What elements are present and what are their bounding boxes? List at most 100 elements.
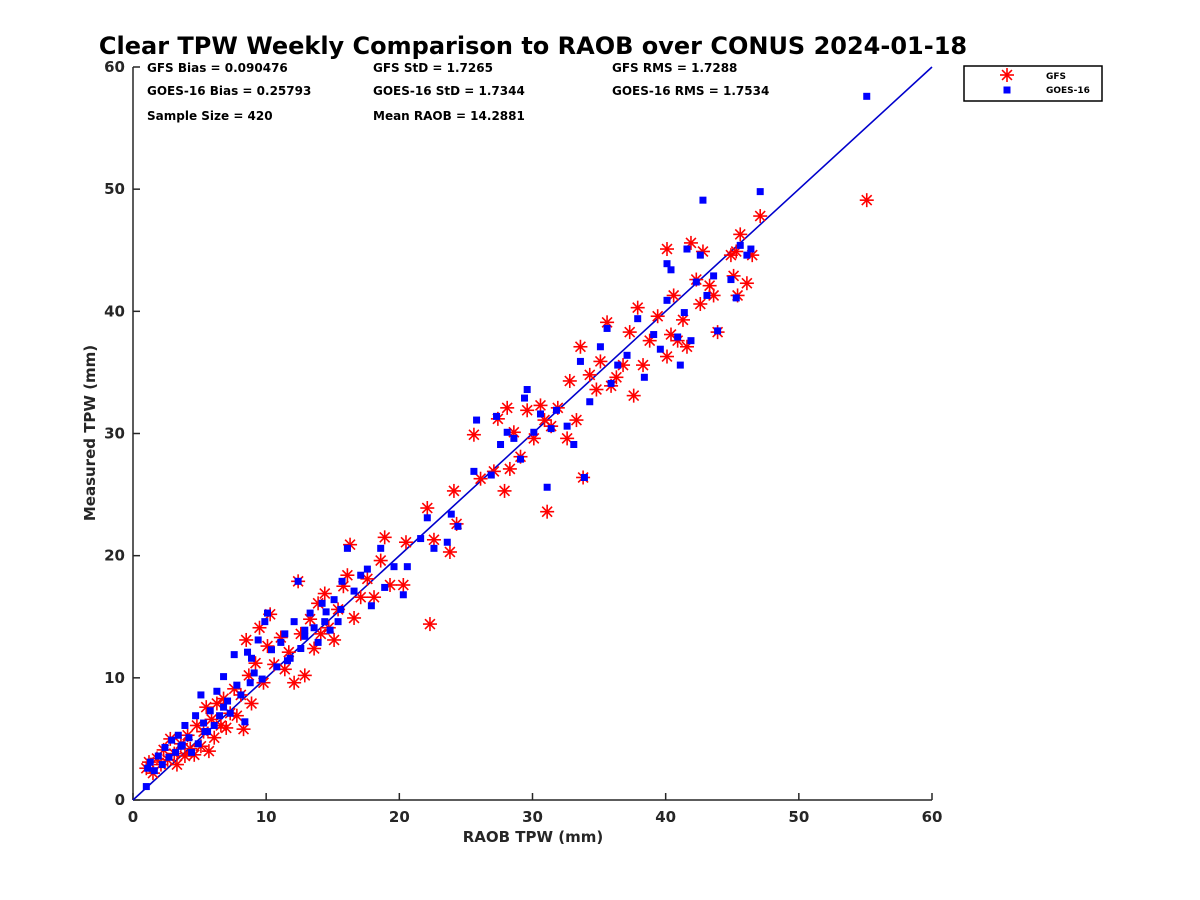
gfs-point <box>426 532 441 547</box>
legend: GFS GOES-16 <box>963 65 1103 102</box>
y-tick-label: 60 <box>104 58 125 76</box>
goes-16-point <box>634 315 642 323</box>
goes-16-point <box>261 618 269 626</box>
goes-16-point <box>258 675 266 683</box>
y-tick-label: 20 <box>104 547 125 565</box>
goes-16-point <box>377 544 385 552</box>
goes-16-point <box>144 764 152 772</box>
legend-gfs-asterisk <box>1000 68 1014 82</box>
goes-16-point <box>210 721 218 729</box>
gfs-point <box>219 720 234 735</box>
goes-16-point <box>650 331 658 339</box>
gfs-point <box>622 325 637 340</box>
legend-goes-16-label: GOES-16 <box>1046 86 1090 96</box>
goes-16-point <box>743 251 751 259</box>
stats-block: GFS Bias = 0.090476 GFS StD = 1.7265 GFS… <box>147 61 769 123</box>
goes-16-point <box>381 583 389 591</box>
goes-16-point <box>213 687 221 695</box>
goes-16-point <box>523 386 531 394</box>
gfs-point <box>589 382 604 397</box>
goes-16-point <box>254 636 262 644</box>
gfs-point <box>327 632 342 647</box>
x-tick-label: 50 <box>788 808 809 826</box>
goes-16-point <box>244 648 252 656</box>
goes-16-point <box>200 719 208 727</box>
goes-16-point <box>390 563 398 571</box>
goes-16-point <box>596 343 604 351</box>
goes-16-point <box>663 296 671 304</box>
gfs-point <box>733 227 748 242</box>
gfs-point <box>739 276 754 291</box>
gfs-point <box>420 501 435 516</box>
goes-16-point <box>326 626 334 634</box>
goes-16-point <box>248 654 256 662</box>
goes-16-point <box>863 92 871 100</box>
gfs-point <box>500 400 515 415</box>
gfs-point <box>466 427 481 442</box>
goes-16-point <box>146 758 154 766</box>
goes-16-point <box>334 618 342 626</box>
goes-16-point <box>687 337 695 345</box>
chart-title: Clear TPW Weekly Comparison to RAOB over… <box>99 32 967 60</box>
legend-gfs-marker <box>1000 68 1014 82</box>
goes-16-point <box>497 440 505 448</box>
x-axis-label: RAOB TPW (mm) <box>463 828 604 846</box>
goes-16-point <box>237 691 245 699</box>
goes-16-point <box>570 440 578 448</box>
stat-mean-raob: Mean RAOB = 14.2881 <box>373 109 525 123</box>
goes-16-point <box>230 651 238 659</box>
goes-16-point <box>263 609 271 617</box>
series-goes-16 <box>142 92 871 791</box>
goes-16-point <box>273 663 281 671</box>
plot-area: 0 10 20 30 40 50 60 0 10 20 30 40 50 60 <box>104 58 942 826</box>
goes-16-point <box>423 514 431 522</box>
gfs-point <box>520 403 535 418</box>
y-axis: 0 10 20 30 40 50 60 <box>104 58 140 809</box>
goes-16-point <box>314 638 322 646</box>
goes-16-point <box>732 294 740 302</box>
gfs-point <box>693 297 708 312</box>
goes-16-point <box>454 522 462 530</box>
gfs-point <box>659 242 674 257</box>
goes-16-point <box>487 471 495 479</box>
goes-16-point <box>696 251 704 259</box>
goes-16-point <box>493 412 501 420</box>
gfs-point <box>533 398 548 413</box>
goes-16-point <box>297 645 305 653</box>
goes-16-point <box>640 373 648 381</box>
gfs-point <box>277 662 292 677</box>
goes-16-point <box>503 428 511 436</box>
gfs-point <box>650 309 665 324</box>
gfs-point <box>659 349 674 364</box>
goes-16-point <box>226 709 234 717</box>
gfs-point <box>347 610 362 625</box>
gfs-point <box>169 757 184 772</box>
x-tick-label: 10 <box>256 808 277 826</box>
goes-16-point <box>430 544 438 552</box>
goes-16-point <box>188 748 196 756</box>
goes-16-point <box>206 707 214 715</box>
goes-16-point <box>158 761 166 769</box>
goes-16-point <box>563 422 571 430</box>
gfs-point <box>367 590 382 605</box>
goes-16-point <box>547 425 555 433</box>
gfs-point <box>473 471 488 486</box>
gfs-point <box>593 354 608 369</box>
goes-16-point <box>267 646 275 654</box>
goes-16-point <box>417 535 425 543</box>
gfs-point <box>446 483 461 498</box>
x-axis: 0 10 20 30 40 50 60 <box>128 793 942 826</box>
legend-goes-16-marker <box>1003 86 1011 94</box>
goes-16-point <box>177 742 185 750</box>
goes-16-point <box>674 333 682 341</box>
goes-16-point <box>530 428 538 436</box>
gfs-point <box>859 193 874 208</box>
goes-16-point <box>403 563 411 571</box>
gfs-point <box>582 367 597 382</box>
goes-16-point <box>367 602 375 610</box>
goes-16-point <box>154 752 162 760</box>
gfs-point <box>360 571 375 586</box>
goes-16-point <box>692 278 700 286</box>
goes-16-point <box>216 712 224 720</box>
goes-16-point <box>473 416 481 424</box>
